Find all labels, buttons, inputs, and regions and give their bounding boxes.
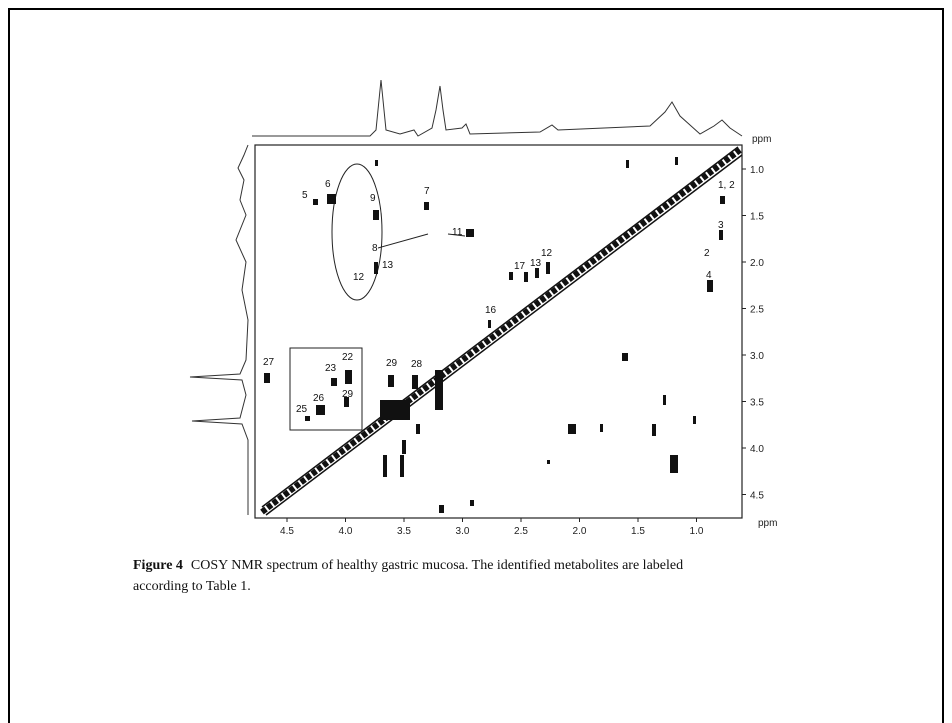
x-tick-label: 3.0: [456, 526, 470, 537]
caption-line-2: according to Table 1.: [133, 579, 251, 594]
peak-label: 25: [296, 404, 308, 415]
cross-peak: [375, 160, 378, 166]
page-frame: [9, 9, 943, 723]
peak-label: 27: [263, 357, 275, 368]
top-projection: [252, 80, 742, 136]
cross-peak: [400, 455, 404, 477]
peak-label: 29: [386, 358, 398, 369]
cross-peak: [547, 460, 550, 464]
y-tick-label: 3.5: [750, 398, 764, 409]
top-unit: ppm: [752, 134, 771, 145]
x-tick-label: 1.5: [631, 526, 645, 537]
cross-peak: [719, 230, 723, 240]
cross-peak: [488, 320, 491, 328]
cross-peak: [388, 375, 394, 387]
peak-label: 17: [514, 261, 526, 272]
cross-peak: [331, 378, 337, 386]
cross-peak: [412, 375, 418, 389]
cross-peak: [380, 400, 410, 420]
cross-peak: [264, 373, 270, 383]
cross-peak: [663, 395, 666, 405]
cross-peak: [535, 268, 539, 278]
x-tick-label: 3.5: [397, 526, 411, 537]
cross-peak: [416, 424, 420, 434]
y-tick-label: 2.0: [750, 258, 764, 269]
cross-peak: [670, 455, 678, 473]
cross-peak: [626, 160, 629, 168]
peak-label: 23: [325, 363, 337, 374]
cross-peak: [568, 424, 576, 434]
peak-label: 13: [530, 258, 542, 269]
cross-peak: [707, 280, 713, 292]
y-tick-label: 4.0: [750, 444, 764, 455]
cross-peak: [720, 196, 725, 204]
peak-label: 16: [485, 305, 497, 316]
peak-label: 3: [718, 220, 724, 231]
peak-label: 2: [704, 248, 710, 259]
x-tick-label: 1.0: [690, 526, 704, 537]
cross-peak: [622, 353, 628, 361]
peak-label: 7: [424, 186, 430, 197]
cross-peak: [383, 455, 387, 477]
cross-peak: [652, 424, 656, 436]
cross-peak: [524, 272, 528, 282]
pointer: [378, 234, 428, 248]
cross-peak: [435, 370, 443, 410]
cross-peak: [509, 272, 513, 280]
cross-peak: [374, 262, 378, 274]
peak-label: 26: [313, 393, 325, 404]
peak-label: 9: [370, 193, 376, 204]
cross-peak: [675, 157, 678, 165]
peak-label: 6: [325, 179, 331, 190]
cross-peak: [327, 194, 336, 204]
x-tick-label: 4.0: [339, 526, 353, 537]
x-tick-label: 2.0: [573, 526, 587, 537]
x-unit: ppm: [758, 518, 777, 529]
peak-label: 13: [382, 260, 394, 271]
cross-peak: [345, 370, 352, 384]
y-tick-label: 2.5: [750, 305, 764, 316]
y-tick-label: 3.0: [750, 351, 764, 362]
cross-peak: [316, 405, 325, 415]
page: 569711813121, 23241713121627222329262529…: [0, 0, 952, 723]
cross-peak: [470, 500, 474, 506]
peak-label: 28: [411, 359, 423, 370]
peak-label: 1, 2: [718, 180, 735, 191]
caption-label: Figure 4: [133, 558, 183, 573]
cross-peak: [546, 262, 550, 274]
peak-label: 11: [452, 227, 463, 238]
peak-label: 4: [706, 270, 712, 281]
peak-label: 12: [541, 248, 553, 259]
peak-label: 8: [372, 243, 378, 254]
left-projection: [190, 145, 248, 515]
cross-peak: [305, 416, 310, 421]
cross-peak: [466, 229, 474, 237]
peak-label: 12: [353, 272, 365, 283]
y-tick-label: 4.5: [750, 491, 764, 502]
peak-label: 29: [342, 389, 354, 400]
y-tick-label: 1.0: [750, 165, 764, 176]
x-tick-label: 4.5: [280, 526, 294, 537]
caption-text: COSY NMR spectrum of healthy gastric muc…: [191, 558, 683, 573]
cross-peak: [439, 505, 444, 513]
cross-peak: [402, 440, 406, 454]
cross-peak: [600, 424, 603, 432]
figure: 569711813121, 23241713121627222329262529…: [0, 0, 952, 723]
peak-label: 22: [342, 352, 354, 363]
x-tick-label: 2.5: [514, 526, 528, 537]
cross-peak: [693, 416, 696, 424]
cross-peak: [313, 199, 318, 205]
cross-peak: [373, 210, 379, 220]
caption-line-1: Figure 4 COSY NMR spectrum of healthy gas…: [133, 558, 683, 573]
cross-peak: [424, 202, 429, 210]
y-tick-label: 1.5: [750, 212, 764, 223]
peak-label: 5: [302, 190, 308, 201]
